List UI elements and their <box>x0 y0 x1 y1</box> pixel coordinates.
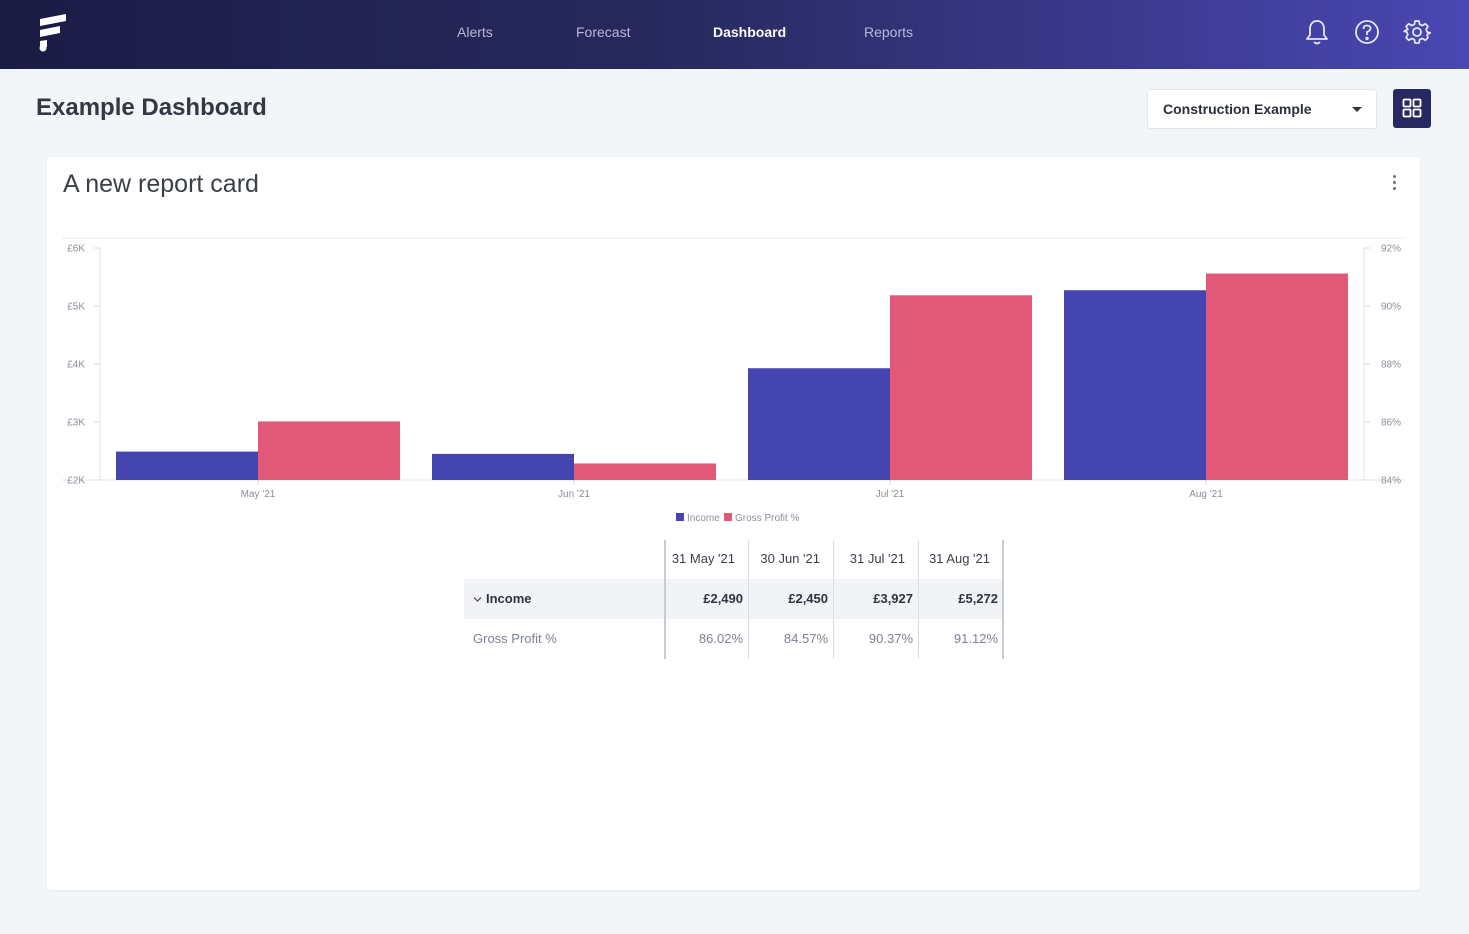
x-axis-tick-label: Aug '21 <box>1189 489 1223 500</box>
nav-reports[interactable]: Reports <box>864 24 914 40</box>
table-cell: £5,272 <box>958 591 998 606</box>
grid-icon <box>1402 98 1422 118</box>
table-cell: 90.37% <box>868 631 913 646</box>
nav-dashboard[interactable]: Dashboard <box>713 24 787 40</box>
table-row-income <box>464 579 1004 619</box>
column-header: 31 Jul '21 <box>849 551 905 566</box>
table-cell: 91.12% <box>953 631 998 646</box>
chevron-down-icon[interactable] <box>473 595 482 604</box>
nav-forecast[interactable]: Forecast <box>576 24 631 40</box>
x-axis-tick-label: Jul '21 <box>876 489 905 500</box>
nav-alerts[interactable]: Alerts <box>457 24 493 40</box>
caret-down-icon <box>1352 107 1362 112</box>
card-menu-icon[interactable] <box>1387 174 1403 192</box>
x-axis-tick-label: May '21 <box>241 489 276 500</box>
report-card-title: A new report card <box>63 170 259 198</box>
help-icon[interactable] <box>1353 18 1381 46</box>
left-axis-tick-label: £5K <box>67 302 85 313</box>
table-cell: £3,927 <box>873 591 913 606</box>
legend-swatch-gross-profit <box>724 513 732 521</box>
right-axis-tick-label: 90% <box>1381 302 1401 313</box>
company-select[interactable]: Construction Example <box>1147 89 1377 129</box>
brand-logo-icon[interactable] <box>36 13 70 53</box>
gear-icon[interactable] <box>1403 18 1431 46</box>
income-gross-profit-chart: £2K £3K £4K £5K £6K 84% 86% 88% 90% 92% May '21 Jun… <box>62 237 1405 524</box>
income-bar <box>116 451 258 480</box>
column-header: 31 May '21 <box>671 551 735 566</box>
left-axis-tick-label: £3K <box>67 418 85 429</box>
column-divider <box>833 540 834 659</box>
gross-profit-bar <box>890 295 1032 480</box>
left-axis-tick-label: £6K <box>67 244 85 255</box>
legend-swatch-income <box>676 513 684 521</box>
income-bar <box>748 368 890 480</box>
top-navigation-bar: Alerts Forecast Dashboard Reports <box>0 0 1469 69</box>
income-bar <box>1064 290 1206 480</box>
table-cell: £2,490 <box>703 591 743 606</box>
gross-profit-bar <box>574 463 716 480</box>
income-bar <box>432 453 574 480</box>
column-header: 31 Aug '21 <box>928 551 990 566</box>
report-card: A new report card £2K £3K £4K £5K £6K 84% 86% 8… <box>47 157 1420 890</box>
table-cell: £2,450 <box>788 591 828 606</box>
gross-profit-bar <box>258 421 400 480</box>
column-divider <box>748 540 749 659</box>
right-axis-tick-label: 84% <box>1381 476 1401 487</box>
row-label-income[interactable]: Income <box>486 591 532 606</box>
column-divider <box>918 540 919 659</box>
gross-profit-bar <box>1206 273 1348 480</box>
column-divider <box>664 540 666 659</box>
table-cell: 84.57% <box>783 631 828 646</box>
company-select-value: Construction Example <box>1163 101 1312 117</box>
page-title: Example Dashboard <box>36 94 267 121</box>
column-divider <box>1002 540 1004 659</box>
table-cell: 86.02% <box>698 631 743 646</box>
right-axis-tick-label: 88% <box>1381 360 1401 371</box>
right-axis-tick-label: 92% <box>1381 244 1401 255</box>
bell-icon[interactable] <box>1303 18 1331 46</box>
legend-label-income: Income <box>687 513 720 524</box>
legend-label-gross-profit: Gross Profit % <box>735 513 800 524</box>
right-axis-tick-label: 86% <box>1381 418 1401 429</box>
dashboard-layout-button[interactable] <box>1393 89 1431 128</box>
left-axis-tick-label: £4K <box>67 360 85 371</box>
x-axis-tick-label: Jun '21 <box>558 489 590 500</box>
row-label-gross-profit: Gross Profit % <box>473 631 557 646</box>
left-axis-tick-label: £2K <box>67 476 85 487</box>
column-header: 30 Jun '21 <box>760 551 820 566</box>
